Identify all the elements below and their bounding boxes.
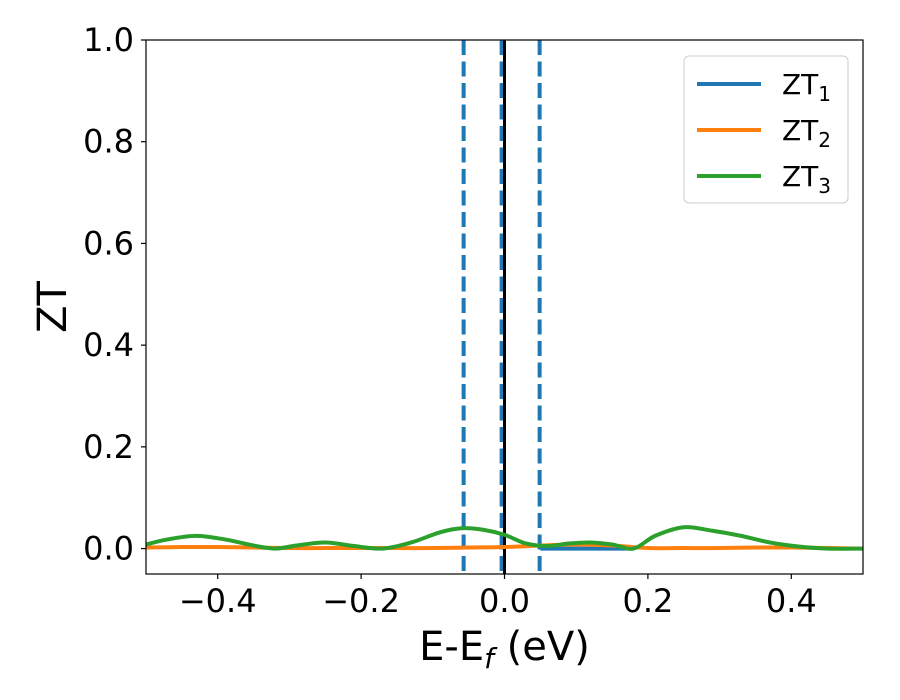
x-tick-label: 0.4 (766, 582, 817, 620)
legend-label-zt2: ZT2 (782, 114, 831, 152)
x-axis-ticks: −0.4 −0.2 0.0 0.2 0.4 (179, 574, 817, 620)
y-axis-label: ZT (30, 281, 76, 333)
legend-label-zt3: ZT3 (782, 160, 831, 198)
reference-lines (461, 40, 542, 574)
y-tick-label: 0.2 (83, 428, 134, 466)
y-tick-label: 0.0 (83, 530, 134, 568)
y-tick-label: 0.6 (83, 224, 134, 262)
x-tick-label: −0.4 (179, 582, 257, 620)
x-tick-label: 0.2 (622, 582, 673, 620)
y-tick-label: 1.0 (83, 21, 134, 59)
series-lines (146, 525, 863, 551)
series-line-zt3 (146, 525, 863, 551)
x-axis-label: E-Ef (eV) (419, 624, 590, 675)
x-tick-label: −0.2 (322, 582, 400, 620)
legend-box (683, 55, 849, 204)
y-tick-label: 0.8 (83, 123, 134, 161)
legend: ZT1 ZT2 ZT3 (683, 55, 849, 204)
x-tick-label: 0.0 (479, 582, 530, 620)
y-tick-label: 0.4 (83, 326, 134, 364)
y-axis-ticks: 0.0 0.2 0.4 0.6 0.8 1.0 (83, 21, 146, 568)
legend-label-zt1: ZT1 (782, 68, 831, 106)
x-axis-label-unit: (eV) (494, 624, 590, 670)
